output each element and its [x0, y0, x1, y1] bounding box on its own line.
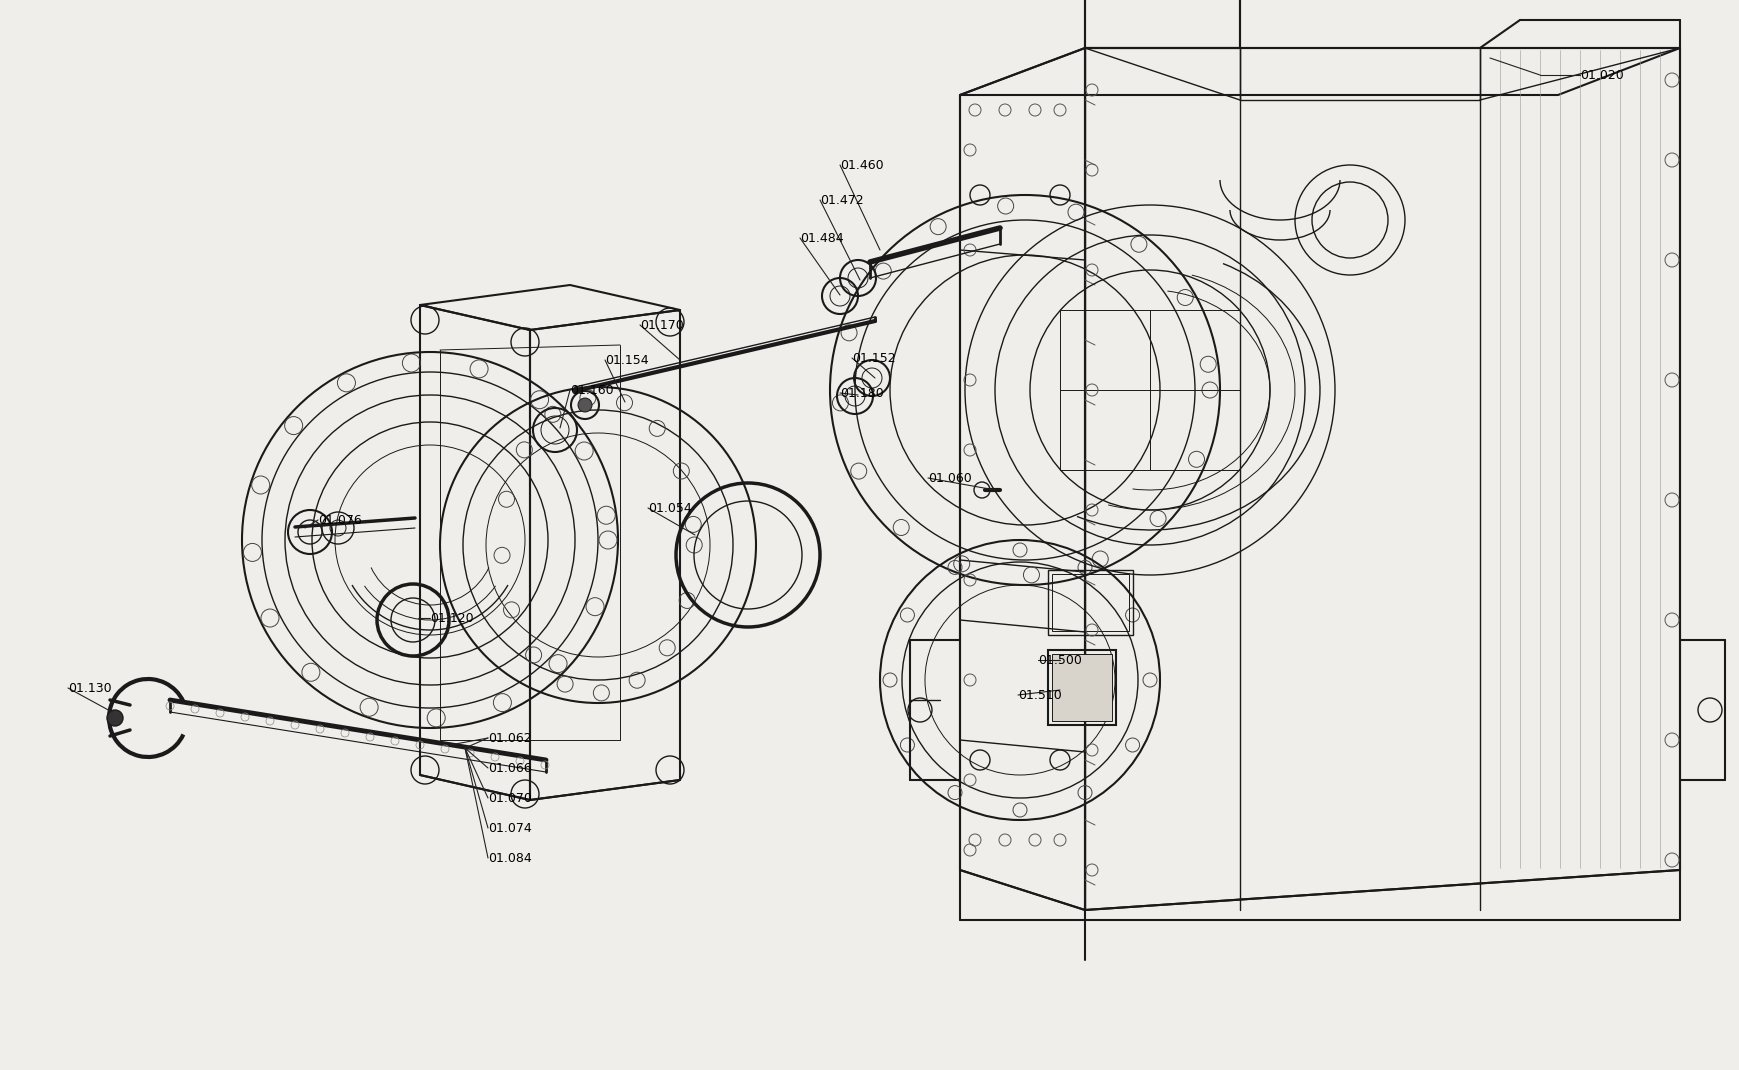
Circle shape: [577, 398, 591, 412]
Text: 01.060: 01.060: [927, 472, 970, 485]
Text: 01.484: 01.484: [800, 231, 843, 245]
Text: 01.066: 01.066: [487, 762, 532, 775]
Text: 01.076: 01.076: [318, 514, 362, 526]
Text: 01.120: 01.120: [430, 611, 473, 625]
Text: 01.472: 01.472: [819, 194, 863, 207]
Circle shape: [106, 710, 123, 727]
Text: 01.160: 01.160: [570, 383, 614, 397]
Text: 01.500: 01.500: [1038, 654, 1082, 667]
Text: 01.020: 01.020: [1579, 68, 1622, 81]
Text: 01.170: 01.170: [640, 319, 683, 332]
Bar: [1047, 649, 1115, 725]
Bar: [1052, 574, 1129, 631]
Text: 01.510: 01.510: [1017, 688, 1061, 702]
Text: 01.074: 01.074: [487, 822, 532, 835]
Text: 01.054: 01.054: [647, 502, 692, 515]
Text: 01.180: 01.180: [840, 386, 883, 399]
Text: 01.070: 01.070: [487, 792, 532, 805]
Text: 01.130: 01.130: [68, 682, 111, 694]
Text: 01.154: 01.154: [605, 353, 649, 367]
Bar: [1085, 0, 1240, 48]
Text: 01.084: 01.084: [487, 852, 532, 865]
Text: 01.460: 01.460: [840, 158, 883, 171]
Text: 01.062: 01.062: [487, 732, 532, 745]
Bar: [1047, 570, 1132, 635]
Text: 01.152: 01.152: [852, 352, 896, 365]
Bar: [1052, 654, 1111, 721]
